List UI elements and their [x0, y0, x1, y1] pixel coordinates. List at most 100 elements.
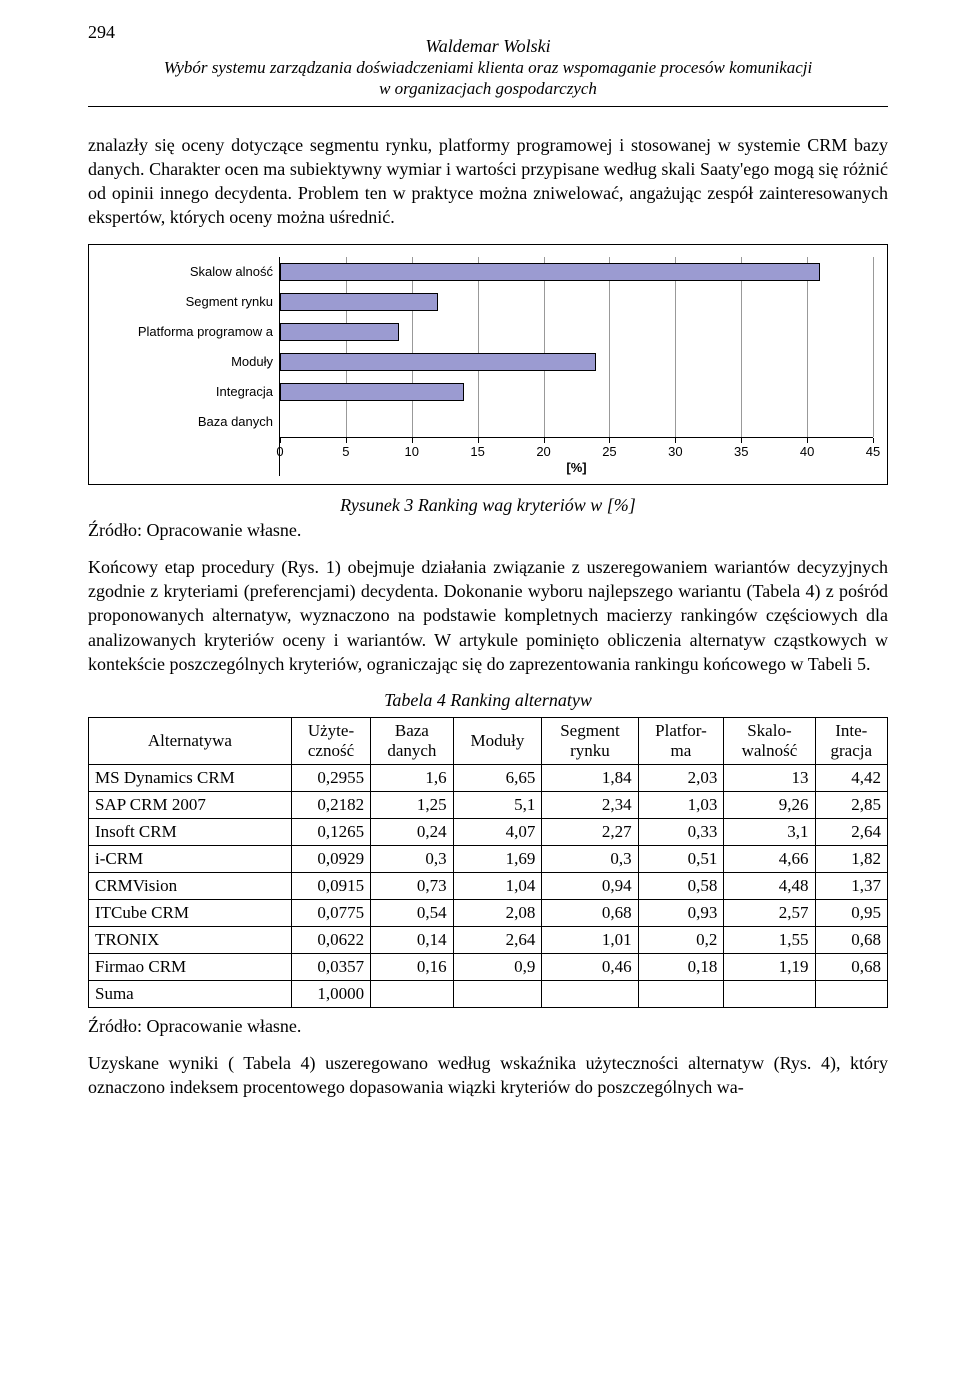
chart-row: Platforma programow a: [103, 317, 873, 347]
chart-plot-cell: [279, 317, 873, 347]
table-label-cell: Insoft CRM: [89, 819, 292, 846]
table-value-cell: 1,19: [724, 954, 815, 981]
table-value-cell: 6,65: [453, 765, 542, 792]
chart-row: Baza danych: [103, 407, 873, 437]
chart-plot-cell: [279, 407, 873, 437]
chart-x-tick-label: 35: [734, 444, 748, 459]
table-value-cell: 0,54: [371, 900, 453, 927]
paragraph-2: Końcowy etap procedury (Rys. 1) obejmuje…: [88, 555, 888, 676]
table-value-cell: 1,03: [638, 792, 724, 819]
table-value-cell: 0,94: [542, 873, 638, 900]
chart-x-tick-label: 40: [800, 444, 814, 459]
table-value-cell: 0,68: [815, 954, 887, 981]
table-value-cell: 0,73: [371, 873, 453, 900]
table-row: TRONIX0,06220,142,641,010,21,550,68: [89, 927, 888, 954]
alternatives-ranking-table: AlternatywaUżyte-cznośćBazadanychModułyS…: [88, 717, 888, 1008]
chart-category-label: Skalow alność: [103, 264, 279, 279]
table-header-cell: Skalo-walność: [724, 718, 815, 765]
table-value-cell: 0,24: [371, 819, 453, 846]
table-value-cell: 0,93: [638, 900, 724, 927]
chart-category-label: Segment rynku: [103, 294, 279, 309]
table-value-cell: 2,03: [638, 765, 724, 792]
chart-x-axis: [%] 051015202530354045: [279, 437, 873, 476]
table-label-cell: ITCube CRM: [89, 900, 292, 927]
table-header-cell: Bazadanych: [371, 718, 453, 765]
header-author: Waldemar Wolski: [88, 36, 888, 57]
table-row: Suma1,0000: [89, 981, 888, 1008]
chart-bar: [280, 323, 399, 341]
chart-bar: [280, 263, 820, 281]
chart-x-tick-label: 25: [602, 444, 616, 459]
table-value-cell: 0,51: [638, 846, 724, 873]
table-value-cell: 0,18: [638, 954, 724, 981]
table-value-cell: 1,25: [371, 792, 453, 819]
table-row: i-CRM0,09290,31,690,30,514,661,82: [89, 846, 888, 873]
table-value-cell: 0,0915: [291, 873, 370, 900]
table-value-cell: 5,1: [453, 792, 542, 819]
table-value-cell: 13: [724, 765, 815, 792]
table-value-cell: 4,48: [724, 873, 815, 900]
table-value-cell: 4,66: [724, 846, 815, 873]
table-source: Źródło: Opracowanie własne.: [88, 1016, 888, 1037]
table-row: ITCube CRM0,07750,542,080,680,932,570,95: [89, 900, 888, 927]
table-value-cell: 2,27: [542, 819, 638, 846]
table-value-cell: 2,64: [453, 927, 542, 954]
chart-row: Integracja: [103, 377, 873, 407]
table-value-cell: 0,14: [371, 927, 453, 954]
table-value-cell: 0,58: [638, 873, 724, 900]
chart-plot-cell: [279, 257, 873, 287]
table-value-cell: 0,2: [638, 927, 724, 954]
table-value-cell: 2,34: [542, 792, 638, 819]
table-value-cell: 1,37: [815, 873, 887, 900]
table-header-cell: Platfor-ma: [638, 718, 724, 765]
table-value-cell: 0,0622: [291, 927, 370, 954]
table-value-cell: [453, 981, 542, 1008]
table-label-cell: i-CRM: [89, 846, 292, 873]
chart-x-tick-label: 20: [536, 444, 550, 459]
chart-plot-cell: [279, 287, 873, 317]
chart-category-label: Moduły: [103, 354, 279, 369]
table-value-cell: [371, 981, 453, 1008]
paragraph-3: Uzyskane wyniki ( Tabela 4) uszeregowano…: [88, 1051, 888, 1100]
chart-category-label: Platforma programow a: [103, 324, 279, 339]
table-value-cell: 0,2182: [291, 792, 370, 819]
page-number: 294: [88, 22, 115, 43]
header-rule: [88, 106, 888, 107]
chart-x-tick-label: 15: [470, 444, 484, 459]
table-label-cell: MS Dynamics CRM: [89, 765, 292, 792]
chart-row: Skalow alność: [103, 257, 873, 287]
table-row: Insoft CRM0,12650,244,072,270,333,12,64: [89, 819, 888, 846]
table-value-cell: 1,6: [371, 765, 453, 792]
chart-bar: [280, 293, 438, 311]
table-caption: Tabela 4 Ranking alternatyw: [88, 690, 888, 711]
table-value-cell: 0,0357: [291, 954, 370, 981]
table-value-cell: 1,82: [815, 846, 887, 873]
table-header-cell: Inte-gracja: [815, 718, 887, 765]
table-header-cell: Segmentrynku: [542, 718, 638, 765]
table-value-cell: 4,07: [453, 819, 542, 846]
table-value-cell: [724, 981, 815, 1008]
chart-x-tick-label: 45: [866, 444, 880, 459]
table-value-cell: 0,68: [542, 900, 638, 927]
table-value-cell: 1,0000: [291, 981, 370, 1008]
header-title-line2: w organizacjach gospodarczych: [88, 78, 888, 99]
figure-source: Źródło: Opracowanie własne.: [88, 520, 888, 541]
chart-bar: [280, 353, 596, 371]
table-label-cell: SAP CRM 2007: [89, 792, 292, 819]
chart-category-label: Integracja: [103, 384, 279, 399]
header-title-line1: Wybór systemu zarządzania doświadczeniam…: [88, 57, 888, 78]
table-value-cell: 0,2955: [291, 765, 370, 792]
table-value-cell: 4,42: [815, 765, 887, 792]
chart-plot-cell: [279, 347, 873, 377]
table-value-cell: 0,0775: [291, 900, 370, 927]
table-value-cell: 0,46: [542, 954, 638, 981]
running-header: Waldemar Wolski Wybór systemu zarządzani…: [88, 36, 888, 100]
criteria-weight-chart: Skalow alność Segment rynku Platforma prog…: [88, 244, 888, 485]
chart-row: Moduły: [103, 347, 873, 377]
table-value-cell: 9,26: [724, 792, 815, 819]
table-value-cell: 0,1265: [291, 819, 370, 846]
table-value-cell: 2,08: [453, 900, 542, 927]
table-value-cell: [542, 981, 638, 1008]
table-row: Firmao CRM0,03570,160,90,460,181,190,68: [89, 954, 888, 981]
chart-x-tick-label: 5: [342, 444, 349, 459]
